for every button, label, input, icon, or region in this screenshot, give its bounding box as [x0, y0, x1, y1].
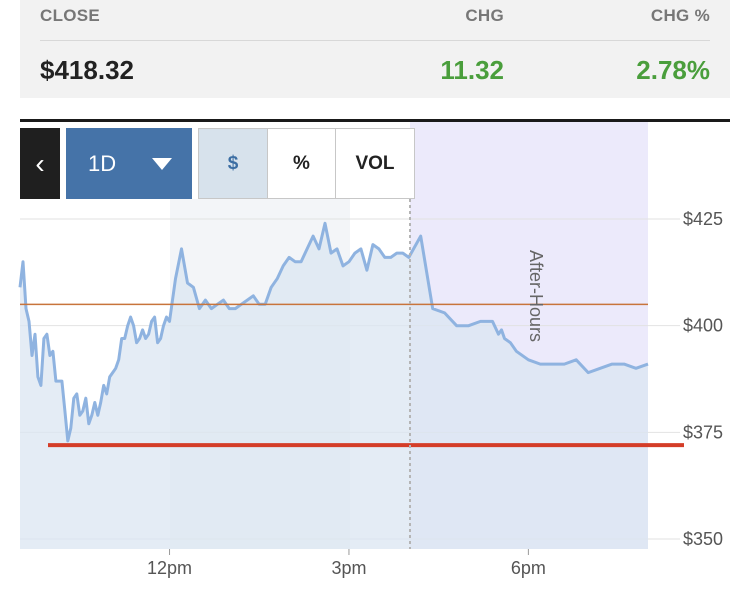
chevron-left-icon: ‹: [35, 147, 45, 179]
volume-mode-button[interactable]: VOL: [335, 128, 415, 199]
after-hours-label: After-Hours: [526, 250, 546, 342]
change-header: CHG: [465, 6, 504, 25]
change-percent-value: 2.78%: [636, 55, 710, 85]
change-percent-header: CHG %: [650, 6, 710, 25]
quote-summary: CLOSE CHG CHG % $418.32 11.32 2.78%: [20, 0, 730, 98]
range-label: 1D: [88, 150, 117, 176]
y-tick-label: $375: [683, 422, 723, 442]
range-dropdown[interactable]: 1D: [66, 128, 192, 199]
x-tick-label: 12pm: [147, 558, 192, 578]
close-value: $418.32: [40, 55, 134, 85]
percent-mode-button[interactable]: %: [267, 128, 336, 199]
y-tick-label: $425: [683, 209, 723, 229]
dollar-mode-button[interactable]: $: [198, 128, 268, 199]
back-button[interactable]: ‹: [20, 128, 60, 199]
caret-down-icon: [152, 158, 172, 170]
change-value: 11.32: [440, 55, 504, 85]
chart-top-rule: [20, 119, 730, 122]
x-tick-label: 3pm: [331, 558, 366, 578]
y-tick-label: $400: [683, 316, 723, 336]
close-header: CLOSE: [40, 6, 101, 25]
x-tick-label: 6pm: [511, 558, 546, 578]
y-tick-label: $350: [683, 529, 723, 549]
summary-divider: [40, 40, 710, 41]
